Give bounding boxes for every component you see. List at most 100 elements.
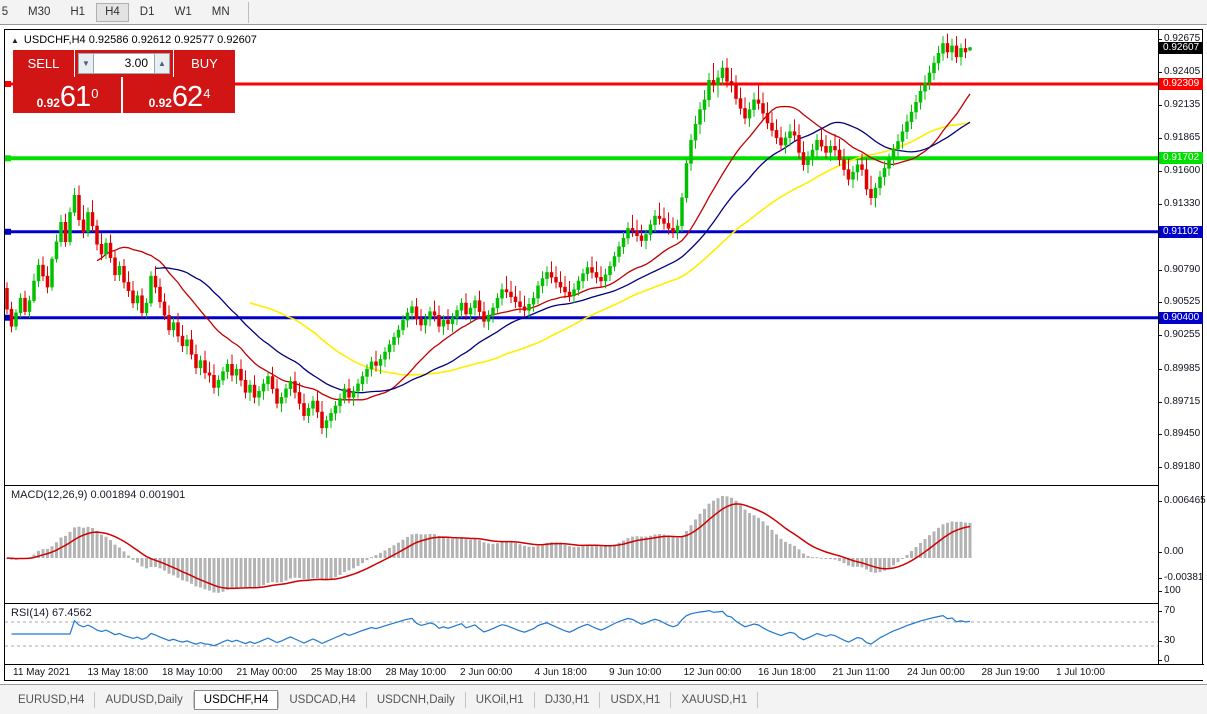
macd-histogram-bar xyxy=(149,558,153,568)
macd-histogram-bar xyxy=(379,552,382,558)
candle xyxy=(252,375,257,404)
level-line-1[interactable] xyxy=(5,155,1166,162)
macd-histogram-bar xyxy=(806,555,810,558)
timeframe-button-5[interactable]: 5 xyxy=(1,5,9,18)
candle xyxy=(9,301,14,333)
candle xyxy=(599,266,603,288)
macd-histogram-bar xyxy=(820,557,823,559)
candle xyxy=(603,268,608,289)
macd-histogram-bar xyxy=(428,533,432,558)
macd-pane[interactable]: MACD(12,26,9) 0.001894 0.001901 xyxy=(5,485,1166,602)
rsi-chart-svg[interactable] xyxy=(5,604,1166,664)
macd-histogram-bar xyxy=(653,534,657,558)
price-chart-svg[interactable] xyxy=(5,30,1166,483)
macd-histogram-bar xyxy=(914,547,918,558)
macd-histogram-bar xyxy=(253,558,256,588)
macd-histogram-bar xyxy=(748,513,751,558)
candle xyxy=(644,229,648,250)
candle xyxy=(486,310,491,330)
candle xyxy=(473,295,477,316)
timeframe-button-h1[interactable]: H1 xyxy=(70,5,86,18)
macd-histogram-bar xyxy=(518,544,522,558)
macd-histogram-bar xyxy=(586,545,589,558)
volume-input[interactable]: 3.00 xyxy=(94,53,154,74)
collapse-arrow-icon[interactable]: ▲ xyxy=(11,35,19,45)
macd-histogram-bar xyxy=(343,558,346,572)
candle xyxy=(963,38,968,59)
candle xyxy=(117,261,122,281)
candle xyxy=(783,131,788,154)
macd-histogram-bar xyxy=(208,558,211,591)
macd-histogram-bar xyxy=(289,558,292,579)
macd-histogram-bar xyxy=(419,534,423,558)
candle xyxy=(23,290,27,316)
chart-tab-usdcnh-daily[interactable]: USDCNH,Daily xyxy=(376,693,455,706)
chart-tab-usdx-h1[interactable]: USDX,H1 xyxy=(610,693,661,706)
macd-chart-svg[interactable] xyxy=(5,486,1166,602)
macd-histogram-bar xyxy=(338,558,342,575)
macd-histogram-bar xyxy=(356,558,360,566)
one-click-trading-panel[interactable]: SELL ▼ 3.00 ▲ BUY 0.92 61 0 0.92 62 4 xyxy=(13,50,235,113)
macd-histogram-bar xyxy=(415,533,418,558)
candle xyxy=(329,408,333,428)
candle xyxy=(864,158,869,196)
macd-histogram-bar xyxy=(127,555,130,558)
macd-histogram-bar xyxy=(145,558,148,569)
time-scale[interactable]: 11 May 2021 13 May 18:00 18 May 10:00 21 Ma… xyxy=(5,664,1204,680)
macd-histogram-bar xyxy=(482,542,486,558)
candle xyxy=(680,192,684,233)
chart-tab-dj30-h1[interactable]: DJ30,H1 xyxy=(544,693,590,706)
chart-tab-ukoil-h1[interactable]: UKOil,H1 xyxy=(475,693,524,706)
chart-tab-audusd-daily[interactable]: AUDUSD,Daily xyxy=(105,693,183,706)
candle xyxy=(698,102,702,135)
buy-price-prefix: 0.92 xyxy=(148,96,172,110)
timeframe-button-w1[interactable]: W1 xyxy=(174,5,192,18)
macd-histogram-bar xyxy=(275,558,279,583)
timeframe-button-mn[interactable]: MN xyxy=(211,5,230,18)
buy-button[interactable]: BUY xyxy=(173,50,235,77)
candle xyxy=(414,298,419,326)
level-line-2[interactable] xyxy=(5,228,1166,235)
price-pane[interactable] xyxy=(5,30,1166,483)
price-scale[interactable]: 0.92675 0.92405 0.92135 0.91865 0.91600 0.913… xyxy=(1158,30,1206,680)
candle xyxy=(662,207,666,230)
candle xyxy=(554,266,558,289)
candle xyxy=(531,292,536,312)
time-label: 18 May 10:00 xyxy=(162,667,223,678)
chart-tab-usdcad-h4[interactable]: USDCAD,H4 xyxy=(289,693,356,706)
candle xyxy=(131,280,135,308)
macd-histogram-bar xyxy=(401,539,405,558)
timeframe-button-d1[interactable]: D1 xyxy=(139,5,155,18)
sell-button[interactable]: SELL xyxy=(13,50,75,77)
macd-histogram-bar xyxy=(671,537,675,558)
macd-histogram-bar xyxy=(964,522,967,558)
candle xyxy=(405,307,410,328)
chart-tab-usdchf-h4[interactable]: USDCHF,H4 xyxy=(193,689,279,710)
candle xyxy=(342,383,347,404)
timeframe-button-m30[interactable]: M30 xyxy=(28,5,51,18)
candle xyxy=(950,38,954,61)
candle xyxy=(500,283,504,306)
chart-tab-eurusd-h4[interactable]: EURUSD,H4 xyxy=(18,693,85,706)
macd-histogram-bar xyxy=(172,558,175,576)
candle xyxy=(851,165,855,188)
rsi-pane[interactable]: RSI(14) 67.4562 xyxy=(5,603,1166,664)
volume-decrement-button[interactable]: ▼ xyxy=(78,53,94,74)
volume-increment-button[interactable]: ▲ xyxy=(154,53,170,74)
sell-price-display[interactable]: 0.92 61 0 xyxy=(13,77,123,113)
macd-histogram-bar xyxy=(545,542,549,558)
chart-tab-xauusd-h1[interactable]: XAUUSD,H1 xyxy=(681,693,748,706)
macd-histogram-bar xyxy=(739,504,742,558)
candle xyxy=(153,266,158,294)
macd-histogram-bar xyxy=(613,544,616,558)
candle xyxy=(230,354,234,382)
macd-histogram-bar xyxy=(73,527,76,558)
macd-histogram-bar xyxy=(487,543,490,558)
volume-control[interactable]: ▼ 3.00 ▲ xyxy=(75,50,173,77)
buy-price-display[interactable]: 0.92 62 4 xyxy=(123,77,235,113)
candle xyxy=(270,366,275,394)
macd-histogram-bar xyxy=(131,558,135,560)
timeframe-button-h4[interactable]: H4 xyxy=(96,2,129,22)
candle xyxy=(891,143,896,166)
